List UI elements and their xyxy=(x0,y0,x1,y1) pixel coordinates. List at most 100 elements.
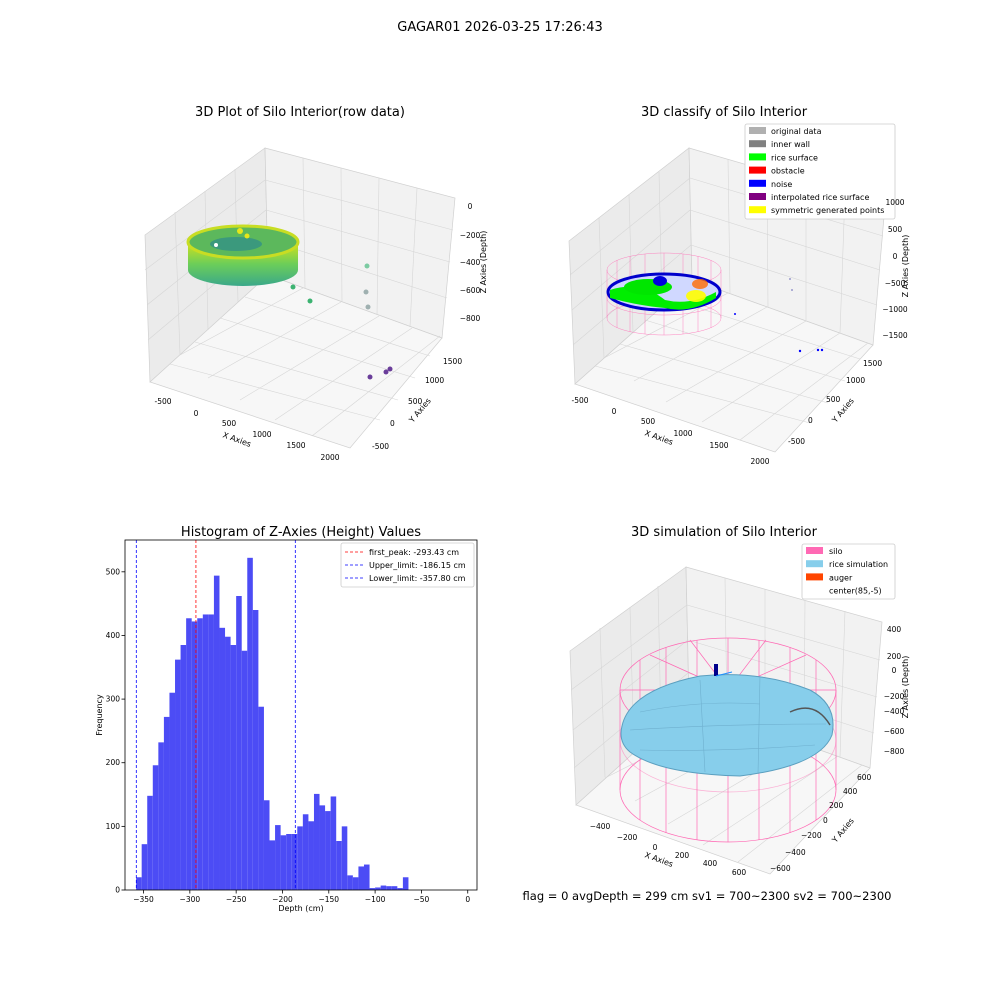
histogram-bar xyxy=(402,877,409,890)
histogram-x-tick-label: 0 xyxy=(465,895,470,904)
histogram-legend-label: Lower_limit: -357.80 cm xyxy=(369,574,466,583)
svg-text:2000: 2000 xyxy=(750,457,769,466)
histogram-x-tick-label: −100 xyxy=(365,895,386,904)
simulation-x-label: X Axies xyxy=(643,850,674,869)
histogram-x-tick-label: −200 xyxy=(272,895,293,904)
svg-text:−600: −600 xyxy=(884,727,905,736)
panel-simulation-3d: 3D simulation of Silo Interior xyxy=(569,525,910,877)
classify-legend-label: rice surface xyxy=(771,153,818,162)
histogram-bar xyxy=(325,811,331,890)
svg-text:−200: −200 xyxy=(460,231,481,240)
classify-noise-cluster xyxy=(653,276,667,286)
histogram-legend-box xyxy=(340,542,475,588)
svg-text:0: 0 xyxy=(823,816,828,825)
raw-point xyxy=(214,243,218,247)
figure-suptitle: GAGAR01 2026-03-25 17:26:43 xyxy=(397,20,602,35)
svg-text:500: 500 xyxy=(641,417,656,426)
svg-text:600: 600 xyxy=(732,868,747,877)
histogram-bar xyxy=(202,614,209,890)
histogram-bar xyxy=(236,596,242,890)
histogram-bar xyxy=(169,692,176,890)
svg-text:200: 200 xyxy=(675,851,690,860)
raw-rice-center-points xyxy=(210,237,262,251)
svg-text:1500: 1500 xyxy=(443,357,462,366)
raw-z-label: Z Axies (Depth) xyxy=(479,231,488,294)
histogram-legend: first_peak: -293.43 cm Upper_limit: -186.… xyxy=(340,542,475,588)
svg-text:-500: -500 xyxy=(372,442,389,451)
classify-legend-swatch xyxy=(749,166,766,174)
classify-legend-label: symmetric generated points xyxy=(771,206,884,215)
simulation-legend-box xyxy=(801,543,896,600)
svg-text:−500: −500 xyxy=(885,279,906,288)
classify-y-ticks: -500 0 500 1000 1500 xyxy=(788,359,882,446)
raw-gridlines xyxy=(144,157,454,437)
histogram-x-tick-label: −300 xyxy=(180,895,201,904)
classify-obstacle-points xyxy=(692,279,708,289)
histogram-x-ticks: −350 −300 −250 −200 −150 −100 −50 0 xyxy=(133,890,470,904)
simulation-z-label: Z Axies (Depth) xyxy=(901,656,910,719)
svg-text:1000: 1000 xyxy=(846,376,865,385)
svg-text:−200: −200 xyxy=(801,831,822,840)
svg-text:−400: −400 xyxy=(590,822,611,831)
simulation-legend-label: center(85,-5) xyxy=(829,587,882,596)
histogram-y-tick-label: 300 xyxy=(106,695,121,704)
raw-z-ticks: 0 −200 −400 −600 −800 xyxy=(460,202,481,323)
histogram-bar xyxy=(386,886,392,890)
histogram-legend-label: first_peak: -293.43 cm xyxy=(369,548,459,557)
classify-legend-swatch xyxy=(749,127,766,134)
histogram-x-tick-label: −250 xyxy=(226,895,247,904)
histogram-bar xyxy=(291,834,298,890)
simulation-legend: silo rice simulation auger center(85,-5) xyxy=(801,543,896,600)
raw-plot-title: 3D Plot of Silo Interior(row data) xyxy=(195,105,405,120)
simulation-z-ticks: 400 200 0 −200 −400 −600 −800 xyxy=(884,625,905,756)
simulation-plot-title: 3D simulation of Silo Interior xyxy=(631,525,818,540)
svg-text:−600: −600 xyxy=(770,864,791,873)
raw-point xyxy=(244,233,250,239)
histogram-bar xyxy=(247,557,253,890)
histogram-bar xyxy=(213,575,220,890)
histogram-bar xyxy=(175,659,181,890)
histogram-bar xyxy=(380,885,387,890)
svg-text:−1500: −1500 xyxy=(882,331,908,340)
classify-outlier-point xyxy=(791,289,793,291)
histogram-title: Histogram of Z-Axies (Height) Values xyxy=(181,525,421,540)
histogram-y-ticks: 0 100 200 300 400 500 xyxy=(106,567,125,895)
svg-text:−200: −200 xyxy=(617,833,638,842)
histogram-bar xyxy=(263,800,270,890)
classify-z-label: Z Axies (Depth) xyxy=(901,235,910,298)
svg-text:−800: −800 xyxy=(884,747,905,756)
svg-text:1500: 1500 xyxy=(286,441,305,450)
svg-text:−400: −400 xyxy=(785,848,806,857)
histogram-bar xyxy=(375,887,381,890)
histogram-bar xyxy=(180,645,187,890)
svg-text:400: 400 xyxy=(843,787,858,796)
svg-text:0: 0 xyxy=(893,252,898,261)
simulation-legend-swatch xyxy=(806,573,823,581)
histogram-x-label: Depth (cm) xyxy=(278,904,323,913)
svg-text:-500: -500 xyxy=(571,396,588,405)
classify-gridlines xyxy=(569,158,884,441)
simulation-legend-swatch xyxy=(806,560,823,568)
svg-text:−400: −400 xyxy=(884,707,905,716)
raw-outlier-point xyxy=(387,366,393,372)
histogram-y-label: Frequency xyxy=(95,694,104,736)
histogram-bar xyxy=(225,636,231,890)
histogram-bar xyxy=(241,650,248,890)
svg-text:0: 0 xyxy=(612,407,617,416)
histogram-bar xyxy=(158,742,164,890)
histogram-bar xyxy=(275,825,281,890)
classify-x-ticks: -500 0 500 1000 1500 2000 xyxy=(571,396,769,466)
classify-plot-title: 3D classify of Silo Interior xyxy=(641,105,808,120)
status-line: flag = 0 avgDepth = 299 cm sv1 = 700~230… xyxy=(523,889,892,903)
panel-classify-3d: 3D classify of Silo Interior xyxy=(568,105,910,466)
classify-outlier-point xyxy=(789,278,791,280)
histogram-bar xyxy=(302,814,309,890)
raw-x-label: X Axies xyxy=(221,430,252,449)
simulation-rice-mesh xyxy=(629,675,827,775)
classify-legend-label: original data xyxy=(771,127,822,136)
classify-symmetric-points xyxy=(686,290,706,302)
simulation-legend-label: silo xyxy=(829,547,843,556)
simulation-y-ticks: −600 −400 −200 0 200 400 600 xyxy=(770,773,872,873)
raw-outlier-point xyxy=(365,304,371,310)
